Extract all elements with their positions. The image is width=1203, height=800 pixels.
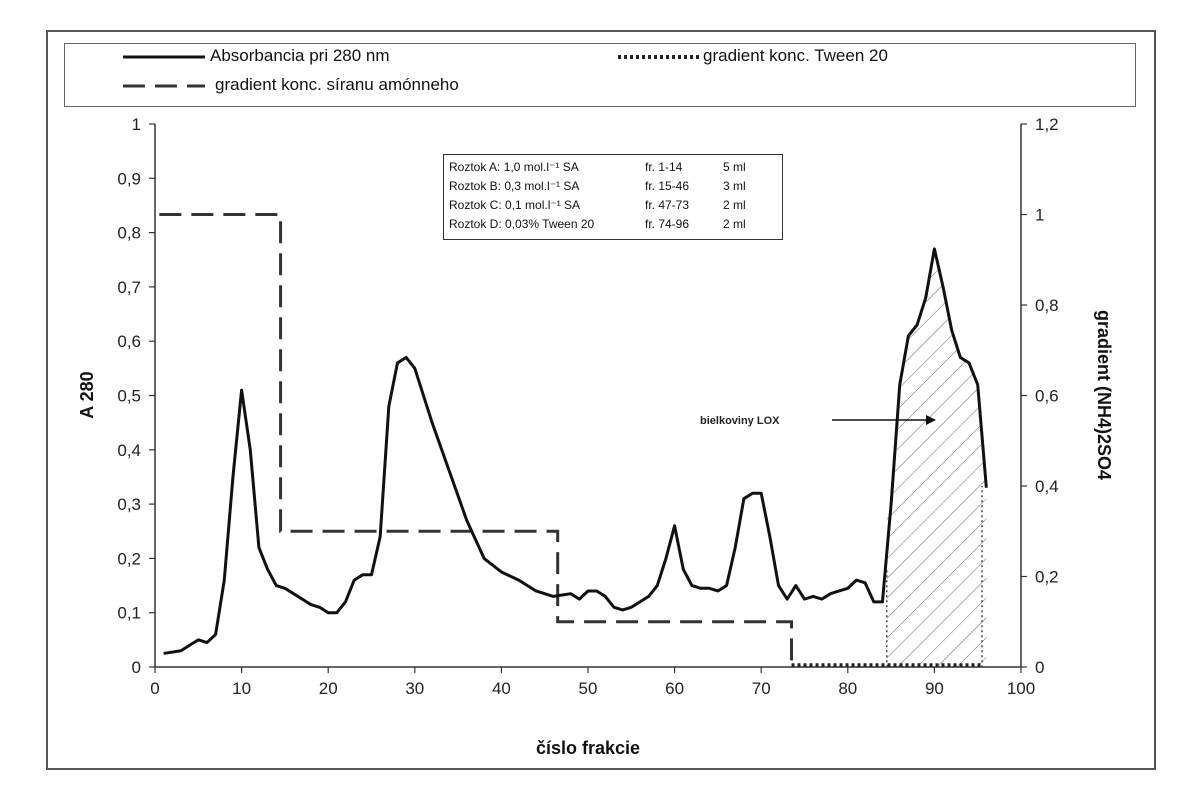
info-row: Roztok C: 0,1 mol.l⁻¹ SA fr. 47-73 2 ml (449, 196, 777, 215)
y2-tick-label: 0,2 (1035, 568, 1059, 587)
info-volume: 5 ml (723, 160, 746, 174)
y-tick-label: 0,7 (117, 278, 141, 297)
info-fractions: fr. 47-73 (645, 198, 690, 212)
y2-tick-label: 0,6 (1035, 387, 1059, 406)
legend-label-sulfate: gradient konc. síranu amónneho (215, 75, 459, 94)
y2-axis-title: gradient (NH4)2SO4 (1094, 310, 1114, 480)
sulfate-gradient-line (159, 213, 794, 667)
y-tick-label: 0,1 (117, 604, 141, 623)
figure-frame (46, 30, 1156, 770)
x-axis-title: číslo frakcie (536, 738, 640, 758)
info-solution: Roztok A: 1,0 mol.l⁻¹ SA (449, 160, 579, 174)
y-tick-label: 0,9 (117, 169, 141, 188)
y-tick-label: 0,2 (117, 549, 141, 568)
y-tick-label: 0,6 (117, 332, 141, 351)
y-axis-title: A 280 (77, 371, 97, 418)
info-fractions: fr. 1-14 (645, 160, 683, 174)
y-tick-label: 0,5 (117, 387, 141, 406)
y2-tick-label: 0,4 (1035, 477, 1059, 496)
info-row: Roztok A: 1,0 mol.l⁻¹ SA fr. 1-14 5 ml (449, 158, 777, 177)
info-solution: Roztok B: 0,3 mol.l⁻¹ SA (449, 179, 580, 193)
y2-tick-label: 1 (1035, 206, 1044, 225)
lox-hatched-region (886, 248, 987, 667)
x-tick-label: 40 (492, 679, 511, 698)
info-fractions: fr. 74-96 (645, 217, 690, 231)
legend-keys (123, 55, 700, 88)
solution-info-box: Roztok A: 1,0 mol.l⁻¹ SA fr. 1-14 5 ml R… (443, 154, 783, 240)
info-fractions: fr. 15-46 (645, 179, 690, 193)
x-tick-label: 30 (405, 679, 424, 698)
x-tick-label: 60 (665, 679, 684, 698)
info-volume: 3 ml (723, 179, 746, 193)
info-row: Roztok D: 0,03% Tween 20 fr. 74-96 2 ml (449, 215, 777, 234)
y-tick-label: 0 (132, 658, 141, 677)
x-tick-label: 90 (925, 679, 944, 698)
absorbance-line (163, 247, 988, 655)
info-solution: Roztok C: 0,1 mol.l⁻¹ SA (449, 198, 581, 212)
x-tick-label: 70 (752, 679, 771, 698)
annotation-label: bielkoviny LOX (700, 415, 780, 427)
x-tick-label: 0 (150, 679, 159, 698)
y2-tick-label: 0 (1035, 658, 1044, 677)
tween-gradient-line (791, 486, 983, 668)
info-row: Roztok B: 0,3 mol.l⁻¹ SA fr. 15-46 3 ml (449, 177, 777, 196)
legend-label-absorbance: Absorbancia pri 280 nm (210, 46, 390, 65)
legend: Absorbancia pri 280 nm gradient konc. sí… (64, 43, 1136, 107)
annotation-arrowhead (926, 415, 936, 425)
x-tick-label: 80 (838, 679, 857, 698)
x-tick-label: 10 (232, 679, 251, 698)
y-tick-label: 0,4 (117, 441, 141, 460)
y-tick-label: 1 (132, 115, 141, 134)
legend-label-tween: gradient konc. Tween 20 (703, 46, 888, 65)
y-tick-label: 0,3 (117, 495, 141, 514)
y2-tick-label: 1,2 (1035, 115, 1059, 134)
x-tick-label: 50 (579, 679, 598, 698)
info-solution: Roztok D: 0,03% Tween 20 (449, 217, 595, 231)
info-volume: 2 ml (723, 198, 746, 212)
y2-tick-label: 0,8 (1035, 296, 1059, 315)
x-tick-label: 20 (319, 679, 338, 698)
y-tick-label: 0,8 (117, 224, 141, 243)
x-tick-label: 100 (1007, 679, 1035, 698)
info-volume: 2 ml (723, 217, 746, 231)
